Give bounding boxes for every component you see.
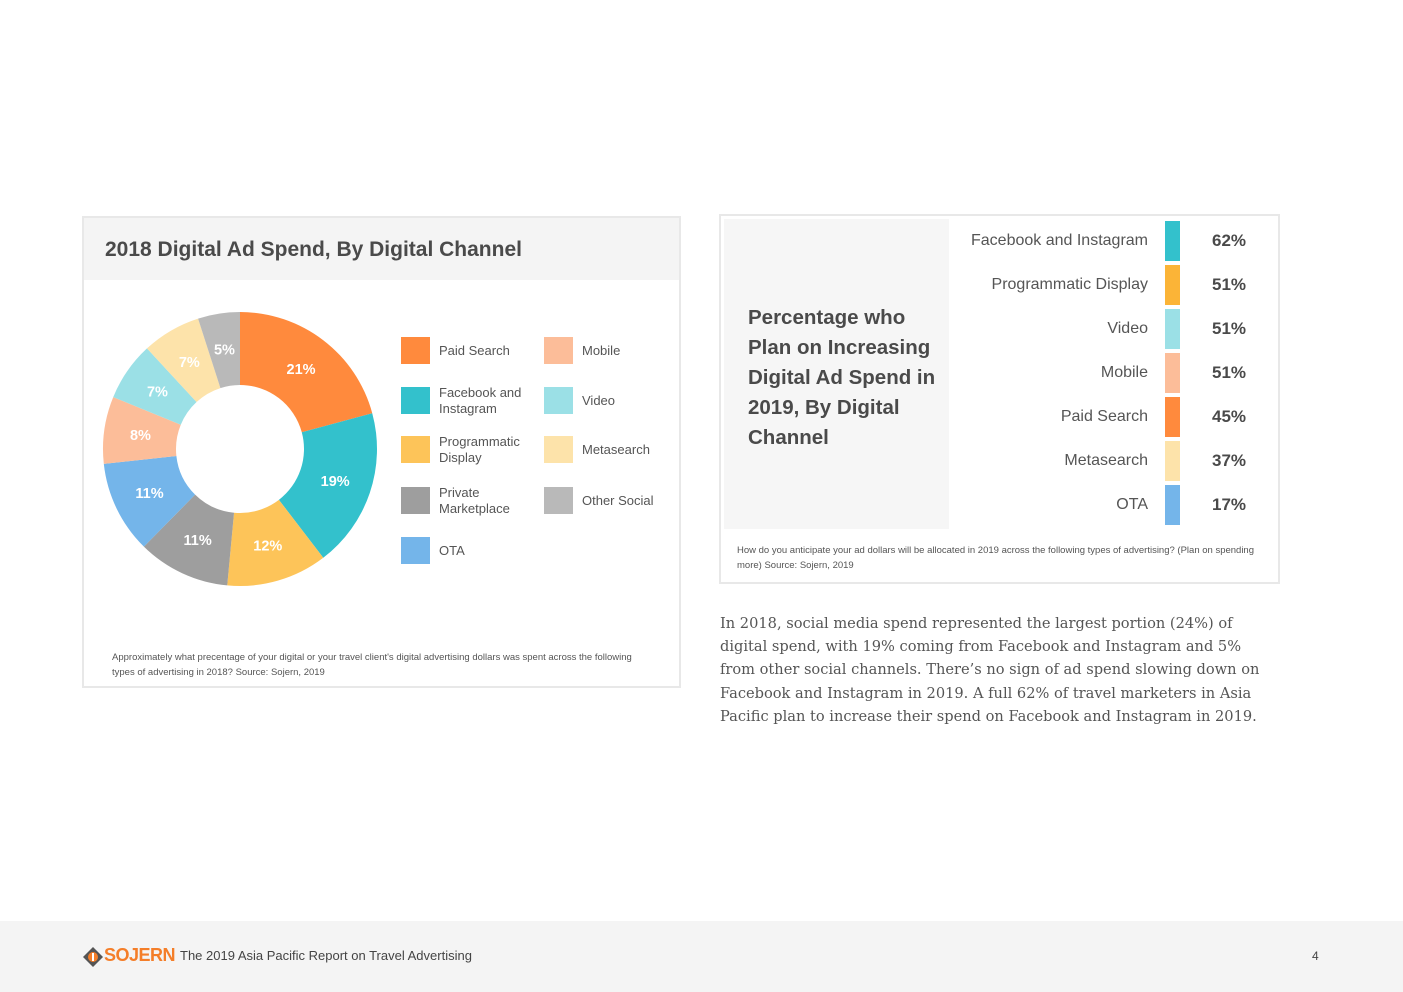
bar-row: Paid Search 45% <box>949 397 1279 437</box>
bar-value-label: 51% <box>1212 275 1247 294</box>
bar-value-label: 51% <box>1212 319 1247 338</box>
legend-swatch <box>544 387 573 414</box>
donut-slice <box>103 455 196 547</box>
footer-report-title: The 2019 Asia Pacific Report on Travel A… <box>180 948 472 963</box>
bar-mark <box>1165 441 1180 481</box>
bar-chart-title: Percentage who Plan on Increasing Digita… <box>748 306 936 449</box>
legend-label: Other Social <box>582 493 654 508</box>
bar-chart-card: Percentage who Plan on Increasing Digita… <box>719 214 1280 584</box>
legend-label: Metasearch <box>582 442 650 457</box>
donut-chart: 21% 19% 12% 11% 11% 8% 7% 7% 5% <box>103 312 377 586</box>
bar-mark <box>1165 309 1180 349</box>
donut-slice-label: 5% <box>214 343 235 359</box>
donut-chart-card: 2018 Digital Ad Spend, By Digital Channe… <box>82 216 681 688</box>
donut-slice-label: 11% <box>183 533 211 549</box>
donut-slice-label: 7% <box>179 355 200 371</box>
donut-slice <box>103 397 181 464</box>
bar-row: Mobile 51% <box>949 353 1279 393</box>
donut-slice-label: 19% <box>321 474 350 490</box>
bar-row: Programmatic Display 51% <box>949 265 1279 305</box>
legend-label: Programmatic Display <box>439 434 520 465</box>
donut-slice <box>146 318 221 403</box>
donut-slice <box>198 312 240 389</box>
donut-slice <box>240 312 373 433</box>
legend-label: Private Marketplace <box>439 485 510 516</box>
donut-slice-label: 8% <box>130 428 151 444</box>
donut-slice <box>227 499 324 586</box>
donut-chart-caption: Approximately what precentage of your di… <box>112 652 632 678</box>
legend-swatch <box>401 487 430 514</box>
bar-row: Metasearch 37% <box>949 441 1279 481</box>
bar-category-label: Metasearch <box>1064 452 1148 469</box>
legend-swatch <box>401 387 430 414</box>
card-header: 2018 Digital Ad Spend, By Digital Channe… <box>84 218 679 280</box>
sojern-logo-icon <box>83 947 103 967</box>
bar-category-label: Mobile <box>1100 364 1148 381</box>
donut-slice <box>143 494 235 586</box>
bar-value-label: 62% <box>1212 231 1247 250</box>
bar-row: Facebook and Instagram 62% <box>949 221 1279 261</box>
bar-row: Video 51% <box>949 309 1279 349</box>
page-number: 4 <box>1312 949 1319 963</box>
footer-brand: SOJERN <box>104 945 176 965</box>
bar-title-panel: Percentage who Plan on Increasing Digita… <box>724 219 949 529</box>
bar-category-label: Facebook and Instagram <box>971 232 1148 249</box>
bar-mark <box>1165 265 1180 305</box>
donut-slice-label: 12% <box>253 539 282 555</box>
bar-mark <box>1165 221 1180 261</box>
donut-slice <box>113 348 197 425</box>
bar-category-label: Video <box>1107 320 1148 337</box>
body-paragraph: In 2018, social media spend represented … <box>720 615 1260 725</box>
bar-value-label: 37% <box>1212 451 1247 470</box>
legend-label: Facebook and Instagram <box>439 385 522 416</box>
bar-mark <box>1165 485 1180 525</box>
legend-swatch <box>544 487 573 514</box>
bar-chart-caption: How do you anticipate your ad dollars wi… <box>737 545 1255 571</box>
bar-category-label: OTA <box>1116 496 1148 513</box>
legend-swatch <box>544 337 573 364</box>
bar-value-label: 51% <box>1212 363 1247 382</box>
donut-slice-label: 7% <box>147 385 168 401</box>
legend-swatch <box>544 436 573 463</box>
bar-row: OTA 17% <box>949 485 1279 525</box>
bar-category-label: Paid Search <box>1060 408 1148 425</box>
donut-chart-title: 2018 Digital Ad Spend, By Digital Channe… <box>105 238 522 261</box>
donut-slice <box>278 413 377 558</box>
legend-swatch <box>401 537 430 564</box>
legend-label: Video <box>582 393 616 408</box>
donut-slice-label: 11% <box>135 486 163 502</box>
bar-mark <box>1165 353 1180 393</box>
legend-label: Paid Search <box>439 343 510 358</box>
legend-label: OTA <box>439 543 465 558</box>
page-footer: SOJERN The 2019 Asia Pacific Report on T… <box>0 921 1403 992</box>
legend-label: Mobile <box>582 343 621 358</box>
donut-slice-label: 21% <box>287 362 316 378</box>
bar-value-label: 17% <box>1212 495 1247 514</box>
bar-value-label: 45% <box>1212 407 1247 426</box>
legend-swatch <box>401 337 430 364</box>
legend-swatch <box>401 436 430 463</box>
bar-mark <box>1165 397 1180 437</box>
bar-category-label: Programmatic Display <box>991 276 1148 293</box>
